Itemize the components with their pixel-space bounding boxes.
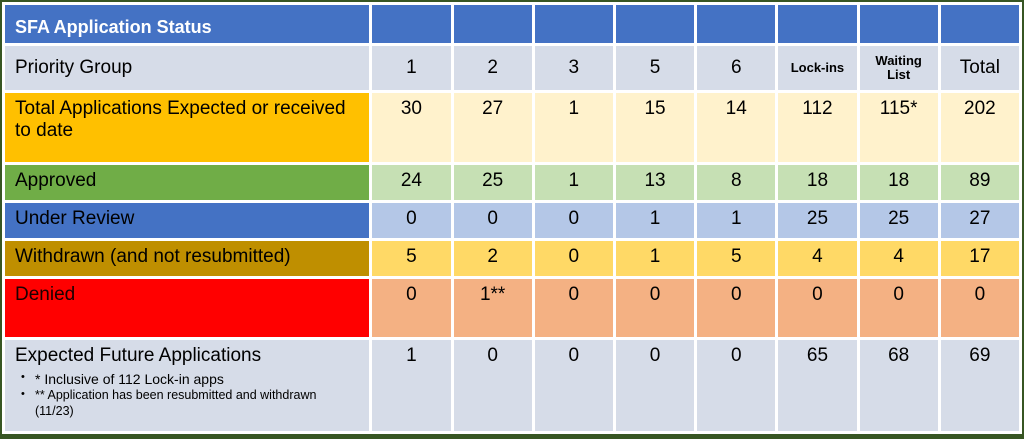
data-cell: 89 — [940, 164, 1019, 200]
data-cell: 0 — [534, 202, 613, 239]
data-cell: 0 — [940, 279, 1019, 337]
header-spacer-cell — [940, 5, 1019, 44]
column-header-total: Total — [940, 46, 1019, 91]
data-cell: 4 — [778, 241, 857, 277]
table-row-expected-future: Expected Future Applications * Inclusive… — [5, 339, 1019, 431]
data-cell: 5 — [372, 241, 451, 277]
data-cell: 0 — [453, 202, 532, 239]
data-cell: 0 — [372, 202, 451, 239]
data-cell: 1 — [697, 202, 776, 239]
data-cell: 0 — [615, 279, 695, 337]
data-cell: 112 — [778, 93, 857, 162]
data-cell: 24 — [372, 164, 451, 200]
data-cell: 1** — [453, 279, 532, 337]
data-cell: 115* — [859, 93, 938, 162]
data-cell: 1 — [615, 241, 695, 277]
footnote-resubmitted: ** Application has been resubmitted and … — [19, 388, 355, 419]
data-cell: 69 — [940, 339, 1019, 431]
footnote-lock-in-apps: * Inclusive of 112 Lock-in apps — [19, 371, 355, 389]
data-cell: 0 — [615, 339, 695, 431]
data-cell: 18 — [778, 164, 857, 200]
data-cell: 30 — [372, 93, 451, 162]
data-cell: 15 — [615, 93, 695, 162]
table-row-total-applications: Total Applications Expected or received … — [5, 93, 1019, 162]
data-cell: 2 — [453, 241, 532, 277]
footnotes-list: * Inclusive of 112 Lock-in apps ** Appli… — [19, 371, 363, 420]
data-cell: 17 — [940, 241, 1019, 277]
data-cell: 202 — [940, 93, 1019, 162]
data-cell: 0 — [859, 279, 938, 337]
table-row-denied: Denied 0 1** 0 0 0 0 0 0 — [5, 279, 1019, 337]
data-cell: 0 — [534, 241, 613, 277]
data-cell: 65 — [778, 339, 857, 431]
column-header-6: 6 — [697, 46, 776, 91]
data-cell: 0 — [372, 279, 451, 337]
row-label: Approved — [5, 164, 370, 200]
data-cell: 0 — [453, 339, 532, 431]
row-label: Withdrawn (and not resubmitted) — [5, 241, 370, 277]
header-spacer-cell — [859, 5, 938, 44]
column-header-1: 1 — [372, 46, 451, 91]
header-spacer-cell — [778, 5, 857, 44]
column-header-5: 5 — [615, 46, 695, 91]
data-cell: 25 — [859, 202, 938, 239]
row-label-with-footnotes: Expected Future Applications * Inclusive… — [5, 339, 370, 431]
data-cell: 0 — [697, 279, 776, 337]
row-label: Under Review — [5, 202, 370, 239]
data-cell: 0 — [778, 279, 857, 337]
data-cell: 18 — [859, 164, 938, 200]
header-spacer-cell — [615, 5, 695, 44]
page-title: SFA Application Status — [5, 5, 370, 44]
row-label: Total Applications Expected or received … — [5, 93, 370, 162]
row-label: Denied — [5, 279, 370, 337]
table-title-row: SFA Application Status — [5, 5, 1019, 44]
column-header-lock-ins: Lock-ins — [778, 46, 857, 91]
data-cell: 1 — [534, 164, 613, 200]
column-header-2: 2 — [453, 46, 532, 91]
table-row-withdrawn: Withdrawn (and not resubmitted) 5 2 0 1 … — [5, 241, 1019, 277]
data-cell: 68 — [859, 339, 938, 431]
data-cell: 13 — [615, 164, 695, 200]
data-cell: 1 — [534, 93, 613, 162]
column-header-3: 3 — [534, 46, 613, 91]
data-cell: 5 — [697, 241, 776, 277]
priority-group-label: Priority Group — [5, 46, 370, 91]
column-header-row: Priority Group 1 2 3 5 6 Lock-ins Waitin… — [5, 46, 1019, 91]
data-cell: 0 — [697, 339, 776, 431]
row-label: Expected Future Applications — [15, 344, 262, 366]
data-cell: 1 — [615, 202, 695, 239]
data-cell: 8 — [697, 164, 776, 200]
data-cell: 27 — [940, 202, 1019, 239]
data-cell: 0 — [534, 279, 613, 337]
header-spacer-cell — [453, 5, 532, 44]
data-cell: 25 — [453, 164, 532, 200]
data-cell: 25 — [778, 202, 857, 239]
data-cell: 27 — [453, 93, 532, 162]
header-spacer-cell — [372, 5, 451, 44]
data-cell: 1 — [372, 339, 451, 431]
data-cell: 14 — [697, 93, 776, 162]
data-cell: 4 — [859, 241, 938, 277]
table-row-under-review: Under Review 0 0 0 1 1 25 25 27 — [5, 202, 1019, 239]
data-cell: 0 — [534, 339, 613, 431]
header-spacer-cell — [534, 5, 613, 44]
table-row-approved: Approved 24 25 1 13 8 18 18 89 — [5, 164, 1019, 200]
column-header-waiting-list: Waiting List — [859, 46, 938, 91]
header-spacer-cell — [697, 5, 776, 44]
